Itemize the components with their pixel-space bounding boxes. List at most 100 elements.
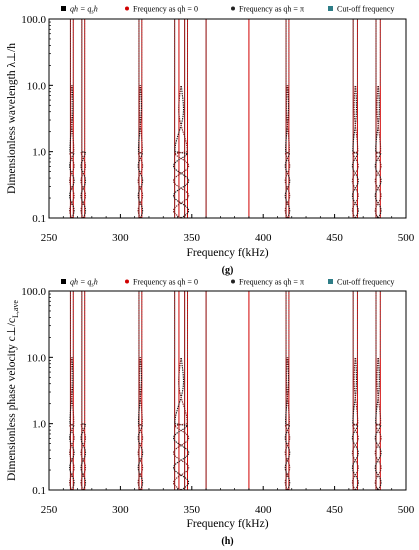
- legend-label-text: Cut-off frequency: [337, 278, 394, 287]
- curve-branch: [69, 357, 75, 491]
- curve-branch: [374, 85, 382, 219]
- y-tick-label: 10.0: [27, 352, 47, 364]
- y-tick-label: 0.1: [32, 213, 46, 225]
- curve-branch: [284, 85, 291, 219]
- curve-branch: [351, 85, 359, 219]
- curve-branch: [80, 151, 87, 219]
- legend-marker: [231, 279, 235, 284]
- dispersion-curve-6: [374, 291, 382, 491]
- legend-entry-0: qh = qsh: [61, 5, 98, 16]
- legend-marker: [328, 6, 333, 11]
- curve-branch: [374, 357, 382, 491]
- curve-branch: [69, 85, 75, 219]
- legend-label-text: Frequency as qh = π: [239, 5, 304, 14]
- curve-branch: [172, 85, 190, 219]
- dispersion-curve-4: [284, 291, 291, 491]
- curve-branch: [137, 357, 144, 491]
- dispersion-curve-1: [80, 291, 87, 491]
- y-tick-label: 100.0: [21, 14, 46, 26]
- legend-entry-1: Frequency as qh = 0: [125, 278, 198, 287]
- legend-label: Frequency as qh = π: [239, 278, 304, 287]
- y-tick-label: 1.0: [32, 419, 46, 431]
- legend-label: Cut-off frequency: [337, 278, 394, 287]
- legend-label-text: qh = q: [70, 5, 91, 14]
- legend-label: Frequency as qh = 0: [133, 278, 198, 287]
- curve-branch: [351, 85, 359, 219]
- legend-marker: [328, 279, 333, 284]
- x-tick-label: 250: [41, 504, 58, 516]
- dispersion-curve-2: [137, 291, 144, 491]
- legend-entry-2: Frequency as qh = π: [231, 278, 304, 287]
- legend-marker: [61, 6, 66, 11]
- dispersion-curve-6: [374, 19, 382, 219]
- legend-label-sub: s: [91, 283, 94, 289]
- curve-branch: [80, 151, 87, 219]
- panel-label: (h): [221, 536, 233, 547]
- legend-label-tail: h: [94, 5, 98, 14]
- legend-entry-3: Cut-off frequency: [328, 278, 394, 287]
- curve-branch: [80, 423, 87, 491]
- curve-branch: [137, 85, 144, 219]
- legend-entry-2: Frequency as qh = π: [231, 5, 304, 14]
- x-tick-label: 250: [41, 232, 58, 244]
- plot-frame: [48, 290, 407, 491]
- y-axis-label: Dimensionless wavelength λ⊥/h: [6, 43, 18, 194]
- legend-entry-3: Cut-off frequency: [328, 5, 394, 14]
- legend-label: Frequency as qh = π: [239, 5, 304, 14]
- curve-branch: [80, 423, 87, 491]
- dispersion-curve-4: [284, 19, 291, 219]
- x-tick-label: 350: [184, 504, 201, 516]
- dispersion-curve-0: [69, 19, 75, 219]
- legend-label-tail: h: [94, 278, 98, 287]
- legend-marker: [61, 279, 66, 284]
- curve-branch: [172, 85, 190, 219]
- dispersion-curve-3: [172, 291, 190, 491]
- curve-branch: [284, 85, 291, 219]
- panel-label: (g): [222, 265, 234, 276]
- x-tick-label: 300: [112, 504, 129, 516]
- curve-branch: [351, 357, 359, 491]
- y-axis-label-main: Dimensionless wavelength λ⊥/h: [6, 43, 18, 194]
- legend-label: Frequency as qh = 0: [133, 5, 198, 14]
- y-tick-label: 0.1: [32, 485, 46, 497]
- curve-branch: [137, 85, 144, 219]
- legend-marker: [231, 6, 235, 11]
- y-axis-label-sub: L,ave: [11, 300, 20, 318]
- x-tick-label: 350: [184, 232, 201, 244]
- x-tick-label: 300: [112, 232, 129, 244]
- dispersion-curve-5: [351, 19, 359, 219]
- curve-branch: [172, 357, 190, 491]
- dispersion-curve-1: [80, 19, 87, 219]
- x-tick-label: 450: [326, 504, 343, 516]
- legend-marker: [125, 6, 129, 11]
- curve-branch: [69, 85, 75, 219]
- curve-branch: [351, 357, 359, 491]
- legend-label: Cut-off frequency: [337, 5, 394, 14]
- curve-branch: [69, 357, 75, 491]
- x-tick-label: 400: [255, 232, 272, 244]
- x-tick-label: 450: [326, 232, 343, 244]
- curve-branch: [172, 357, 190, 491]
- chart-panel-g: 0.1 1.0 10.0 100.0 250 300 350 400 450 500 Frequen…: [6, 5, 415, 277]
- x-axis-label: Frequency f(kHz): [186, 247, 268, 259]
- dispersion-curve-2: [137, 19, 144, 219]
- y-axis-label: Dimensionless phase velocity c⊥/cL,ave: [6, 300, 20, 481]
- dispersion-curve-0: [69, 291, 75, 491]
- y-axis-label-main: Dimensionless phase velocity c⊥/c: [6, 318, 18, 481]
- x-axis-label: Frequency f(kHz): [186, 518, 268, 530]
- curve-branch: [137, 357, 144, 491]
- y-tick-label: 10.0: [27, 80, 47, 92]
- legend-marker: [125, 279, 129, 284]
- curve-branch: [374, 85, 382, 219]
- y-tick-label: 100.0: [21, 286, 46, 298]
- curve-branch: [374, 357, 382, 491]
- dispersion-curve-3: [172, 19, 190, 219]
- dispersion-curve-5: [351, 291, 359, 491]
- legend-label-text: Cut-off frequency: [337, 5, 394, 14]
- legend-label-text: Frequency as qh = 0: [133, 5, 198, 14]
- x-tick-label: 500: [398, 232, 415, 244]
- y-tick-label: 1.0: [32, 147, 46, 159]
- plot-frame: [48, 18, 407, 219]
- x-tick-label: 400: [255, 504, 272, 516]
- chart-panel-h: 0.1 1.0 10.0 100.0 250 300 350 400 450 500 Frequen…: [6, 278, 415, 548]
